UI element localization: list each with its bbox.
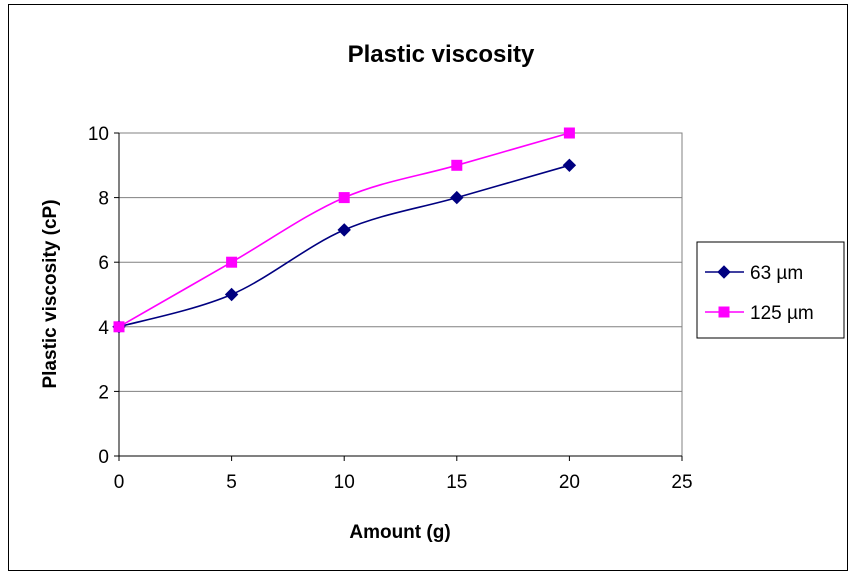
series-1-point	[113, 321, 125, 333]
legend-marker	[717, 265, 731, 279]
x-tick-label: 20	[559, 472, 580, 493]
x-tick-label: 15	[446, 472, 467, 493]
legend-label: 125 µm	[750, 303, 814, 324]
x-axis-ticks: 0 5 10 15 20 25	[114, 456, 693, 493]
x-axis-title: Amount (g)	[349, 522, 450, 543]
series-0-point	[450, 190, 464, 205]
x-tick-label: 0	[114, 472, 125, 493]
series-group	[112, 127, 577, 334]
y-tick-label: 4	[98, 318, 109, 339]
series-1-point	[226, 256, 238, 268]
series-1-point	[451, 159, 463, 171]
legend: 63 µm 125 µm	[696, 241, 845, 339]
x-tick-label: 25	[671, 472, 692, 493]
y-tick-label: 2	[98, 382, 109, 403]
series-0-point	[562, 158, 577, 173]
series-1-point	[338, 192, 350, 204]
series-1-point	[563, 127, 575, 139]
y-axis-title: Plastic viscosity (cP)	[40, 199, 61, 388]
y-tick-label: 8	[98, 189, 109, 210]
plot-area	[118, 132, 683, 457]
y-tick-label: 10	[88, 124, 109, 145]
x-tick-label: 10	[334, 472, 355, 493]
y-tick-label: 6	[98, 253, 109, 274]
y-tick-label: 0	[98, 447, 109, 468]
axes	[118, 133, 682, 457]
chart-title: Plastic viscosity	[348, 41, 535, 68]
legend-box	[696, 241, 845, 339]
legend-label: 63 µm	[750, 263, 803, 284]
series-0-point	[337, 223, 351, 237]
x-tick-label: 5	[226, 472, 237, 493]
legend-marker	[718, 306, 730, 318]
y-axis-ticks: 0 2 4 6 8 10	[88, 124, 119, 468]
series-0-point	[224, 287, 239, 302]
